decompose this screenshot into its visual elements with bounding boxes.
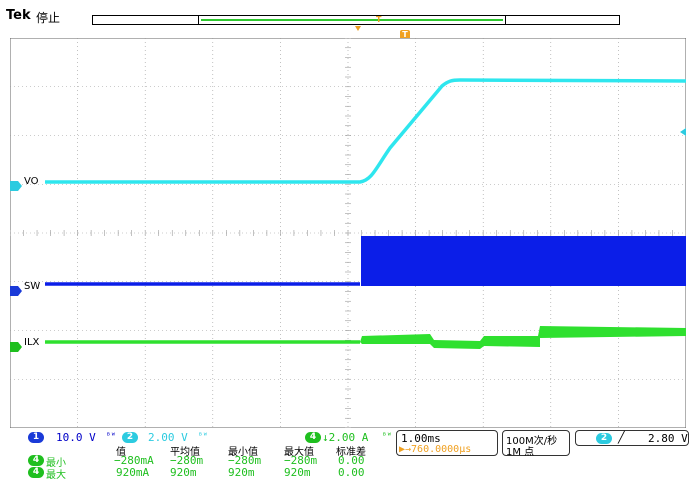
ch4-bw-icon: ᴮᵂ <box>382 431 392 440</box>
trigger-position-icon <box>355 26 361 31</box>
sample-rate: 100M次/秒 <box>506 436 558 447</box>
acquisition-status: 停止 <box>36 11 61 25</box>
trigger-slope-icon: ╱ <box>618 431 625 444</box>
record-trigger-marker: T <box>376 15 382 24</box>
trigger-source-badge: 2 <box>596 433 612 444</box>
waveform-display[interactable] <box>10 38 686 428</box>
waveform-traces <box>45 78 686 349</box>
ch2-ground-marker[interactable] <box>10 281 22 296</box>
meas-cell: 920m <box>228 466 255 479</box>
trigger-position: ▶→760.0000µs <box>399 444 472 455</box>
trace-sw-switching <box>362 236 686 286</box>
meas-cell: 0.00 <box>338 454 365 467</box>
meas-header-min: 最小值 <box>228 447 258 458</box>
meas-header-value: 值 <box>116 447 126 458</box>
readout-panel: 1 10.0 V ᴮᵂ 2 2.00 V ᴮᵂ 4 ↓2.00 A ᴮᵂ 值 平… <box>0 430 694 481</box>
ch2-badge[interactable]: 2 <box>122 432 138 443</box>
trace-label-ilx: ILX <box>24 337 40 348</box>
record-window-indicator[interactable] <box>198 15 506 25</box>
measurement-table: 值 平均值 最小值 最大值 标准差 4 最小 −280mA −280m −280… <box>0 443 392 481</box>
meas-cell: 0.00 <box>338 466 365 479</box>
ch2-scale[interactable]: 2.00 V <box>148 431 188 444</box>
meas-row-badge: 4 <box>28 467 44 478</box>
ch2-bw-icon: ᴮᵂ <box>198 431 208 440</box>
ch1-scale[interactable]: 10.0 V <box>56 431 96 444</box>
acquisition-box[interactable]: 100M次/秒 1M 点 <box>502 430 570 458</box>
trigger-level: 2.80 V <box>648 432 688 445</box>
ch1-badge[interactable]: 1 <box>28 432 44 443</box>
meas-row-name: 最大 <box>46 470 66 481</box>
ch4-ground-marker[interactable] <box>10 337 22 352</box>
meas-header-stdev: 标准差 <box>336 447 366 458</box>
meas-cell: 920mA <box>116 466 150 479</box>
trace-label-sw: SW <box>24 281 41 292</box>
timebase-box[interactable]: 1.00ms ▶→760.0000µs <box>396 430 498 456</box>
meas-row-name: 最小 <box>46 458 66 469</box>
trigger-level-marker[interactable] <box>680 121 686 136</box>
meas-header-mean: 平均值 <box>170 447 200 458</box>
meas-cell: 920m <box>284 466 311 479</box>
graticule <box>10 38 686 428</box>
trigger-marker-icon[interactable]: T <box>400 30 410 40</box>
trace-ilx-active <box>360 326 686 349</box>
meas-cell: −280m <box>228 454 262 467</box>
meas-header-max: 最大值 <box>284 447 314 458</box>
ch1-bw-icon: ᴮᵂ <box>106 431 116 440</box>
record-length: 1M 点 <box>506 447 535 458</box>
brand-logo: Tek <box>6 8 31 23</box>
meas-cell: 920m <box>170 466 197 479</box>
ch1-ground-marker[interactable] <box>10 176 22 191</box>
ch4-scale[interactable]: ↓2.00 A <box>322 431 369 444</box>
meas-row-badge: 4 <box>28 455 44 466</box>
trace-vo <box>45 78 686 184</box>
status-bar: Tek 停止 T T <box>0 0 694 40</box>
meas-cell: −280m <box>284 454 318 467</box>
timebase-scale: 1.00ms <box>401 432 441 445</box>
trace-label-vo: VO <box>24 176 39 187</box>
ch4-badge[interactable]: 4 <box>305 432 321 443</box>
meas-cell: −280m <box>170 454 204 467</box>
trigger-box[interactable]: 2 ╱ 2.80 V <box>575 430 689 446</box>
meas-cell: −280mA <box>114 454 154 467</box>
